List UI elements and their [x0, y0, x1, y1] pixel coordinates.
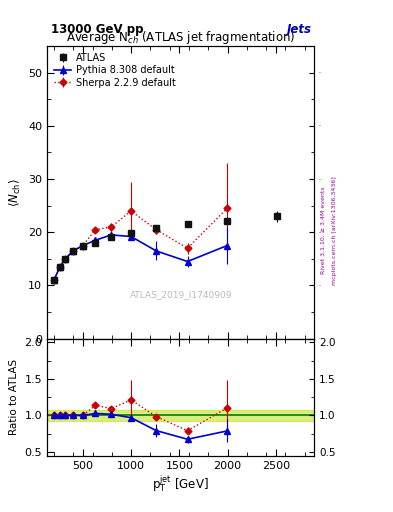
Text: mcplots.cern.ch [arXiv:1306.3436]: mcplots.cern.ch [arXiv:1306.3436]: [332, 176, 337, 285]
Text: Jets: Jets: [287, 23, 312, 36]
Text: Rivet 3.1.10, ≥ 3.4M events: Rivet 3.1.10, ≥ 3.4M events: [320, 186, 325, 274]
Legend: ATLAS, Pythia 8.308 default, Sherpa 2.2.9 default: ATLAS, Pythia 8.308 default, Sherpa 2.2.…: [52, 51, 178, 90]
X-axis label: p$_{\mathrm{T}}^{\mathrm{jet}}$ [GeV]: p$_{\mathrm{T}}^{\mathrm{jet}}$ [GeV]: [152, 473, 209, 494]
Title: Average N$_{ch}$ (ATLAS jet fragmentation): Average N$_{ch}$ (ATLAS jet fragmentatio…: [66, 29, 296, 46]
Text: ATLAS_2019_I1740909: ATLAS_2019_I1740909: [130, 290, 232, 300]
Text: 13000 GeV pp: 13000 GeV pp: [51, 23, 143, 36]
Y-axis label: $\langle N_{\mathrm{ch}}\rangle$: $\langle N_{\mathrm{ch}}\rangle$: [7, 178, 23, 207]
Y-axis label: Ratio to ATLAS: Ratio to ATLAS: [9, 359, 19, 435]
Bar: [47, 410, 314, 420]
